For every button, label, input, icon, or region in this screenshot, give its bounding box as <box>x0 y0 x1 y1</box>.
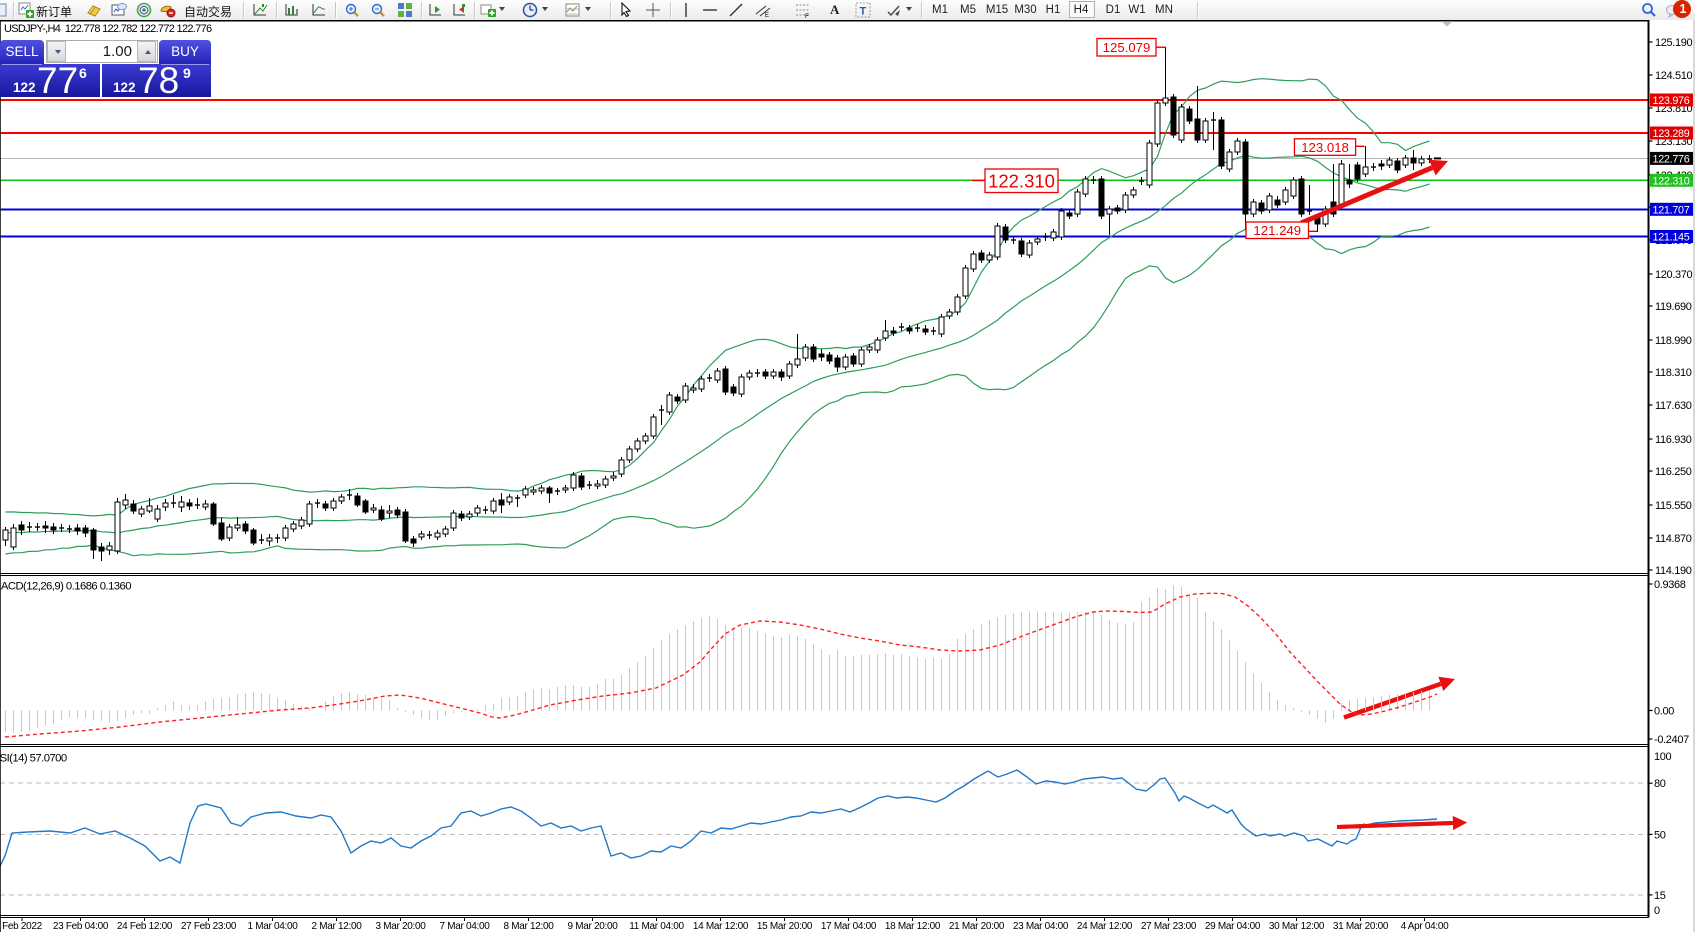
svg-text:F: F <box>805 13 809 18</box>
svg-text:30 Mar 12:00: 30 Mar 12:00 <box>1269 921 1325 932</box>
svg-text:23 Mar 04:00: 23 Mar 04:00 <box>1013 921 1069 932</box>
svg-text:122.776: 122.776 <box>1653 153 1690 165</box>
svg-text:119.690: 119.690 <box>1655 301 1692 313</box>
svg-text:120.370: 120.370 <box>1655 269 1693 281</box>
svg-text:116.250: 116.250 <box>1655 466 1692 478</box>
svg-text:121.707: 121.707 <box>1653 204 1690 216</box>
svg-text:15 Mar 20:00: 15 Mar 20:00 <box>757 921 813 932</box>
svg-text:124.510: 124.510 <box>1655 70 1693 82</box>
svg-text:122.310: 122.310 <box>1653 175 1690 187</box>
svg-text:0: 0 <box>1654 905 1660 917</box>
svg-text:115.550: 115.550 <box>1655 500 1692 512</box>
svg-text:24 Mar 12:00: 24 Mar 12:00 <box>1077 921 1133 932</box>
svg-text:116.930: 116.930 <box>1655 434 1692 446</box>
svg-text:15: 15 <box>1654 890 1666 902</box>
svg-text:118.310: 118.310 <box>1655 367 1692 379</box>
svg-text:18 Mar 12:00: 18 Mar 12:00 <box>885 921 941 932</box>
svg-text:23 Feb 04:00: 23 Feb 04:00 <box>53 921 109 932</box>
svg-text:125.079: 125.079 <box>1103 40 1151 55</box>
svg-text:Feb 2022: Feb 2022 <box>2 921 43 932</box>
svg-text:USDJPY-,H4 122.778 122.782 12: USDJPY-,H4 122.778 122.782 122.772 122.7… <box>4 23 212 35</box>
svg-text:117.630: 117.630 <box>1655 400 1692 412</box>
svg-text:17 Mar 04:00: 17 Mar 04:00 <box>821 921 877 932</box>
svg-text:E: E <box>765 13 769 18</box>
svg-text:118.990: 118.990 <box>1655 335 1692 347</box>
svg-text:7 Mar 04:00: 7 Mar 04:00 <box>439 921 490 932</box>
svg-text:0.00: 0.00 <box>1654 706 1674 718</box>
svg-text:9 Mar 20:00: 9 Mar 20:00 <box>567 921 618 932</box>
svg-text:-0.2407: -0.2407 <box>1654 734 1689 746</box>
svg-text:121.145: 121.145 <box>1653 232 1690 244</box>
svg-text:29 Mar 04:00: 29 Mar 04:00 <box>1205 921 1261 932</box>
svg-text:121.249: 121.249 <box>1253 223 1301 238</box>
svg-text:1 Mar 04:00: 1 Mar 04:00 <box>247 921 298 932</box>
svg-text:14 Mar 12:00: 14 Mar 12:00 <box>693 921 749 932</box>
svg-text:123.289: 123.289 <box>1653 128 1690 140</box>
svg-text:3 Mar 20:00: 3 Mar 20:00 <box>375 921 426 932</box>
svg-text:123.018: 123.018 <box>1301 140 1349 155</box>
svg-text:8 Mar 12:00: 8 Mar 12:00 <box>503 921 554 932</box>
svg-text:27 Mar 23:00: 27 Mar 23:00 <box>1141 921 1197 932</box>
svg-text:122.310: 122.310 <box>988 170 1055 191</box>
svg-text:24 Feb 12:00: 24 Feb 12:00 <box>117 921 173 932</box>
svg-text:114.190: 114.190 <box>1655 565 1692 577</box>
svg-text:0.9368: 0.9368 <box>1654 579 1686 591</box>
svg-text:80: 80 <box>1654 778 1666 790</box>
svg-text:31 Mar 20:00: 31 Mar 20:00 <box>1333 921 1389 932</box>
svg-text:2 Mar 12:00: 2 Mar 12:00 <box>311 921 362 932</box>
svg-text:MACD(12,26,9) 0.1686 0.1360: MACD(12,26,9) 0.1686 0.1360 <box>0 581 131 593</box>
svg-text:21 Mar 20:00: 21 Mar 20:00 <box>949 921 1005 932</box>
svg-text:123.976: 123.976 <box>1653 95 1690 107</box>
svg-text:RSI(14) 57.0700: RSI(14) 57.0700 <box>0 753 67 765</box>
svg-text:125.190: 125.190 <box>1655 37 1693 49</box>
svg-text:11 Mar 04:00: 11 Mar 04:00 <box>629 921 684 932</box>
svg-text:T: T <box>860 6 867 18</box>
svg-text:4 Apr 04:00: 4 Apr 04:00 <box>1401 921 1450 932</box>
svg-text:100: 100 <box>1654 751 1672 763</box>
svg-text:114.870: 114.870 <box>1655 533 1692 545</box>
svg-text:50: 50 <box>1654 829 1666 841</box>
svg-text:27 Feb 23:00: 27 Feb 23:00 <box>181 921 237 932</box>
